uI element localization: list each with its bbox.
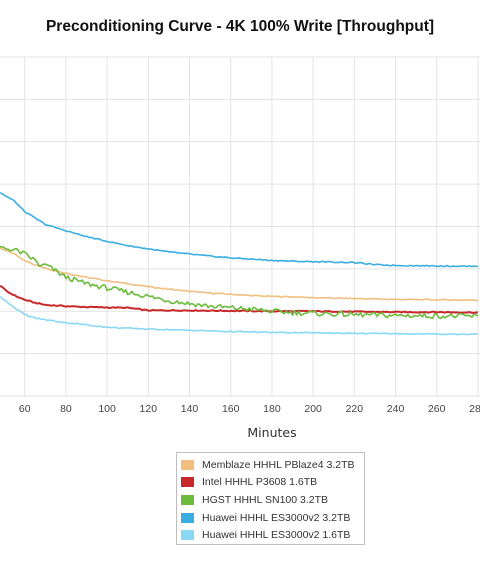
legend-swatch — [181, 494, 194, 505]
legend-item[interactable]: HGST HHHL SN100 3.2TB — [181, 491, 364, 509]
series-line-0 — [0, 247, 479, 302]
x-tick-label: 120 — [140, 403, 158, 415]
legend-label: Intel HHHL P3608 1.6TB — [202, 476, 318, 489]
x-tick-label: 140 — [181, 403, 199, 415]
legend-label: Huawei HHHL ES3000v2 1.6TB — [202, 529, 351, 542]
legend-swatch — [181, 477, 194, 488]
x-tick-label: 200 — [304, 403, 322, 415]
x-tick-label: 240 — [387, 403, 405, 415]
series-lines — [0, 191, 479, 336]
legend-item[interactable]: Memblaze HHHL PBlaze4 3.2TB — [181, 456, 364, 474]
legend-swatch — [181, 530, 194, 541]
series-line-4 — [0, 296, 479, 336]
x-axis-ticks: 60 80 100 120 140 160 180 200 220 240 260 280 — [19, 403, 480, 415]
chart-title: Preconditioning Curve - 4K 100% Write [T… — [45, 18, 435, 35]
legend-label: Memblaze HHHL PBlaze4 3.2TB — [202, 458, 355, 471]
legend-item[interactable]: Huawei HHHL ES3000v2 3.2TB — [181, 509, 364, 527]
legend-item[interactable]: Huawei HHHL ES3000v2 1.6TB — [181, 526, 364, 544]
legend-label: HGST HHHL SN100 3.2TB — [202, 493, 329, 506]
x-tick-label: 60 — [19, 403, 31, 415]
legend-swatch — [181, 512, 194, 523]
x-tick-label: 260 — [428, 403, 446, 415]
x-tick-label: 160 — [222, 403, 240, 415]
legend-item[interactable]: Intel HHHL P3608 1.6TB — [181, 474, 364, 492]
x-tick-label: 100 — [98, 403, 116, 415]
series-line-2 — [0, 245, 479, 320]
x-tick-label: 80 — [60, 403, 72, 415]
series-line-3 — [0, 191, 478, 268]
x-tick-label: 280 — [469, 403, 480, 415]
x-tick-label: 180 — [263, 403, 281, 415]
legend: Memblaze HHHL PBlaze4 3.2TB Intel HHHL P3… — [176, 452, 365, 545]
x-axis-title: Minutes — [247, 425, 296, 440]
series-line-1 — [0, 284, 478, 314]
horizontal-gridlines — [0, 56, 480, 397]
x-tick-label: 220 — [346, 403, 364, 415]
legend-label: Huawei HHHL ES3000v2 3.2TB — [202, 511, 351, 524]
legend-swatch — [181, 459, 194, 470]
